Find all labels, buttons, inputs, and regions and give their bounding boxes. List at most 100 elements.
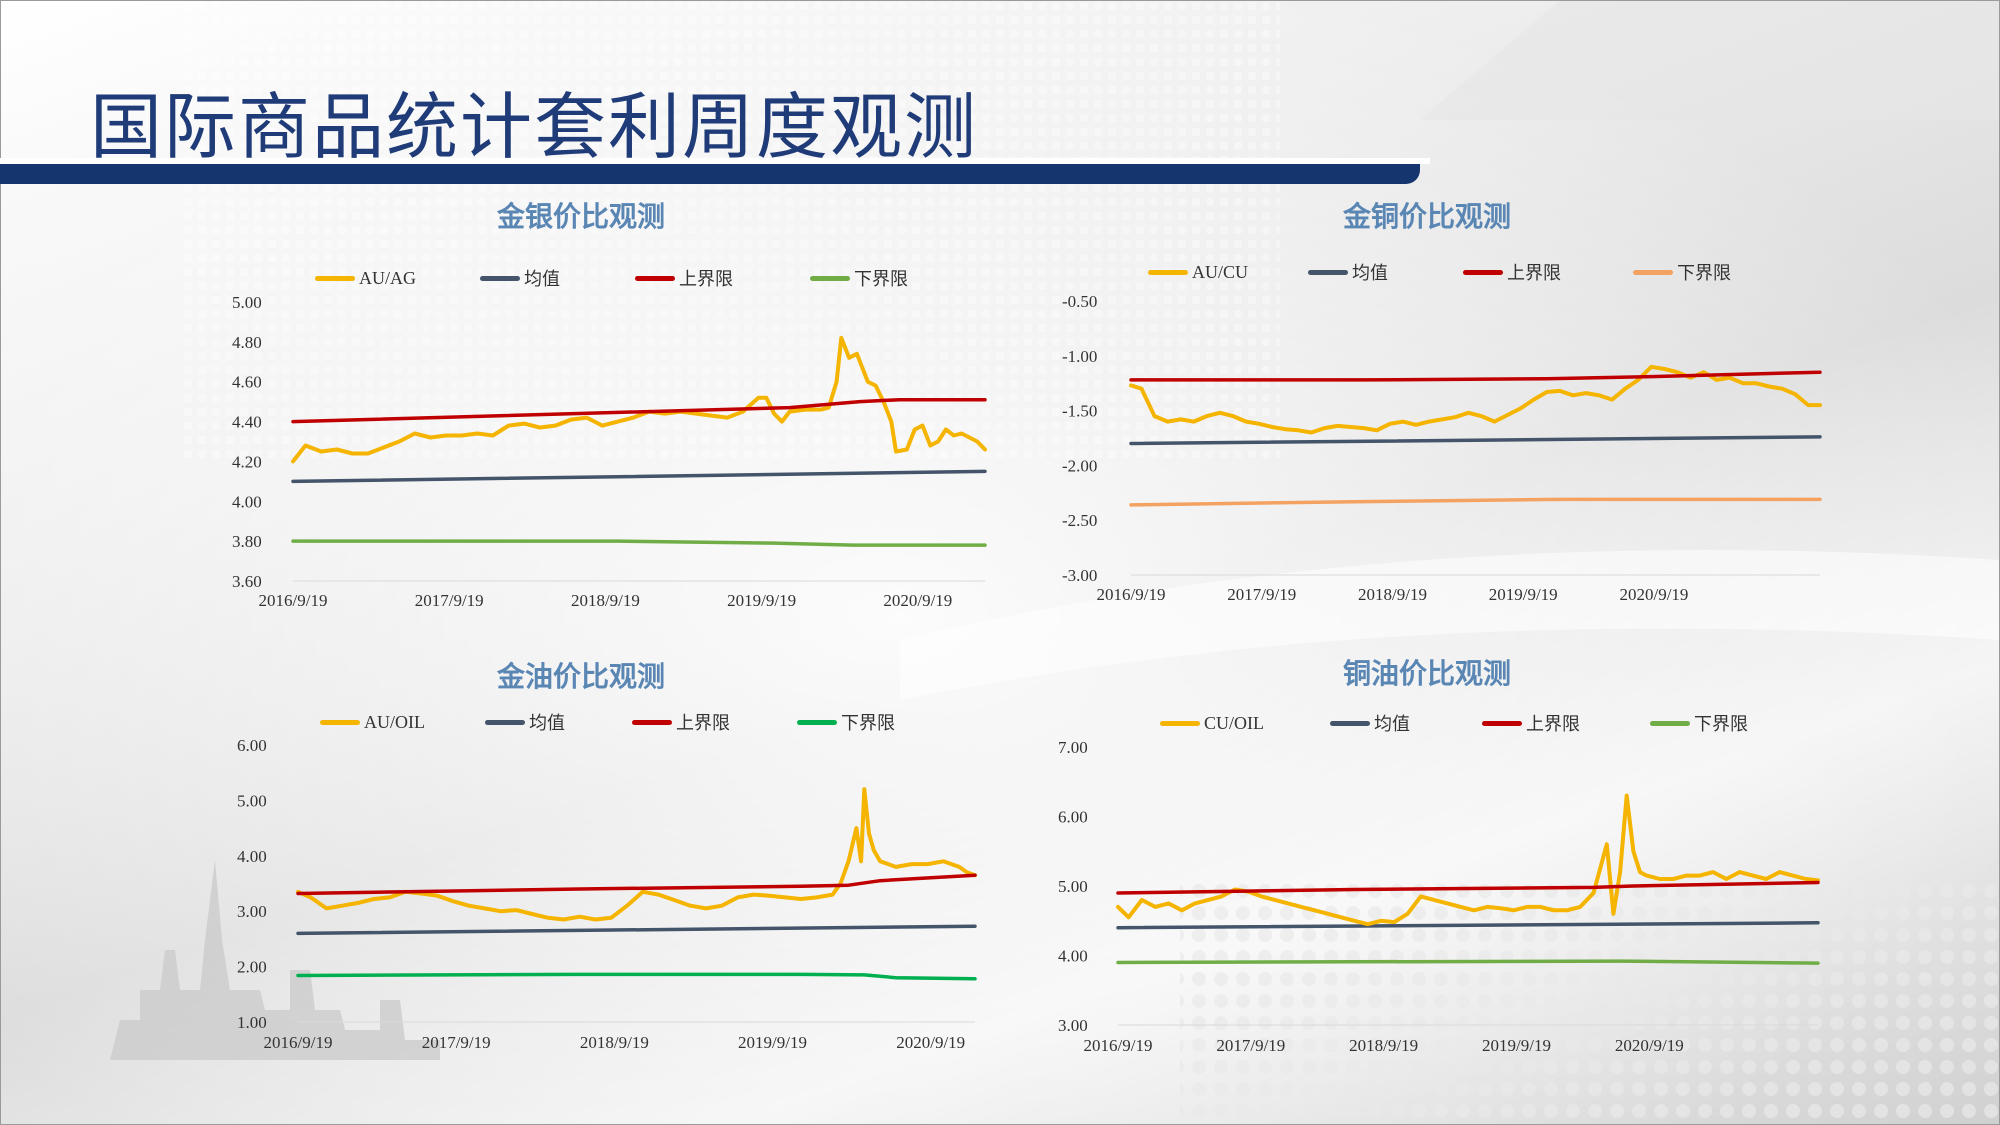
legend-swatch: [810, 275, 850, 281]
legend-label: AU/OIL: [364, 711, 425, 732]
series-line-lower-bound: [1116, 959, 1820, 965]
legend-swatch: [632, 719, 672, 725]
y-tick-label: 5.00: [237, 791, 267, 810]
y-tick-label: -0.50: [1062, 292, 1097, 311]
legend-label: 上界限: [676, 713, 730, 733]
y-tick-label: -1.00: [1062, 347, 1097, 366]
legend-swatch: [480, 275, 520, 281]
legend-item: 均值: [1330, 710, 1482, 736]
x-tick-label: 2019/9/19: [1482, 1036, 1551, 1055]
legend-label: 上界限: [1507, 263, 1561, 283]
x-tick-label: 2017/9/19: [422, 1033, 491, 1052]
chart-title-au-cu: 金铜价比观测: [1343, 200, 1512, 233]
y-tick-label: 6.00: [237, 736, 267, 755]
x-tick-label: 2017/9/19: [1216, 1036, 1285, 1055]
legend-swatch: [485, 719, 525, 725]
chart-title-au-oil: 金油价比观测: [497, 660, 666, 693]
y-tick-label: -1.50: [1062, 402, 1097, 421]
legend-label: 均值: [1352, 263, 1388, 283]
legend-item: 上界限: [1482, 710, 1650, 736]
legend-label: 下界限: [841, 713, 895, 733]
y-tick-label: 3.80: [232, 532, 262, 551]
y-tick-label: 4.00: [1058, 947, 1088, 966]
y-tick-label: -2.00: [1062, 456, 1097, 475]
series-line-mean: [1116, 921, 1820, 930]
series-line-lower-bound: [1129, 497, 1822, 507]
slide-title: 国际商品统计套利周度观测: [90, 85, 979, 169]
series-line-upper-bound: [1116, 880, 1820, 895]
series-line-lower-bound: [296, 972, 977, 981]
y-tick-label: 4.60: [232, 373, 262, 392]
legend-item: AU/OIL: [320, 712, 485, 733]
y-tick-label: 4.80: [232, 333, 262, 352]
legend-swatch: [1633, 269, 1673, 275]
series-line-upper-bound: [296, 873, 977, 896]
legend-label: 均值: [529, 713, 565, 733]
legend-label: 均值: [524, 269, 560, 289]
series-line-mean: [296, 924, 977, 936]
y-tick-label: 4.40: [232, 413, 262, 432]
legend-swatch: [1463, 269, 1503, 275]
x-tick-label: 2017/9/19: [1227, 585, 1296, 604]
series-line-upper-bound: [291, 397, 987, 424]
legend-swatch: [1482, 720, 1522, 726]
x-tick-label: 2017/9/19: [415, 591, 484, 610]
y-tick-label: 2.00: [237, 958, 267, 977]
legend-label: 上界限: [679, 269, 733, 289]
y-tick-label: 7.00: [1058, 738, 1088, 757]
title-bar: [0, 164, 1420, 184]
legend-item: 均值: [485, 709, 632, 735]
legend-label: 下界限: [1694, 714, 1748, 734]
chart-title-au-ag: 金银价比观测: [497, 200, 666, 233]
legend-au-cu: AU/CU 均值 上界限 下界限: [1148, 259, 1731, 285]
legend-cu-oil: CU/OIL 均值 上界限 下界限: [1160, 710, 1748, 736]
legend-item: 下界限: [1650, 710, 1748, 736]
series-line-mean: [291, 469, 987, 484]
x-tick-label: 2016/9/19: [1097, 585, 1166, 604]
legend-item: 上界限: [1463, 259, 1633, 285]
legend-item: 均值: [480, 265, 635, 291]
title-bar-highlight: [0, 158, 1430, 164]
x-tick-label: 2019/9/19: [738, 1033, 807, 1052]
x-tick-label: 2020/9/19: [1619, 585, 1688, 604]
legend-label: 上界限: [1526, 714, 1580, 734]
legend-label: CU/OIL: [1204, 712, 1264, 733]
x-tick-label: 2018/9/19: [1358, 585, 1427, 604]
legend-swatch: [1148, 269, 1188, 275]
legend-label: 下界限: [1677, 263, 1731, 283]
y-tick-label: 4.00: [237, 847, 267, 866]
x-tick-label: 2018/9/19: [580, 1033, 649, 1052]
chart-title-cu-oil: 铜油价比观测: [1343, 657, 1512, 690]
legend-au-oil: AU/OIL 均值 上界限 下界限: [320, 709, 895, 735]
x-tick-label: 2020/9/19: [883, 591, 952, 610]
series-line-lower-bound: [291, 539, 987, 547]
legend-item: 均值: [1308, 259, 1463, 285]
x-tick-label: 2019/9/19: [1489, 585, 1558, 604]
y-tick-label: 5.00: [232, 293, 262, 312]
x-tick-label: 2016/9/19: [264, 1033, 333, 1052]
y-tick-label: 4.00: [232, 492, 262, 511]
x-tick-label: 2018/9/19: [1349, 1036, 1418, 1055]
series-line-mean: [1129, 435, 1822, 446]
legend-swatch: [1308, 269, 1348, 275]
x-tick-label: 2020/9/19: [896, 1033, 965, 1052]
legend-label: AU/CU: [1192, 261, 1249, 282]
series-line-ratio: [291, 335, 987, 464]
legend-item: 上界限: [632, 709, 797, 735]
legend-item: 上界限: [635, 265, 810, 291]
legend-item: 下界限: [1633, 259, 1731, 285]
y-tick-label: -2.50: [1062, 511, 1097, 530]
legend-item: AU/AG: [315, 268, 480, 289]
x-tick-label: 2016/9/19: [259, 591, 328, 610]
y-tick-label: 4.20: [232, 452, 262, 471]
x-tick-label: 2019/9/19: [727, 591, 796, 610]
legend-swatch: [315, 275, 355, 281]
series-line-upper-bound: [1129, 370, 1822, 382]
series-line-ratio: [1116, 793, 1820, 927]
x-tick-label: 2016/9/19: [1084, 1036, 1153, 1055]
